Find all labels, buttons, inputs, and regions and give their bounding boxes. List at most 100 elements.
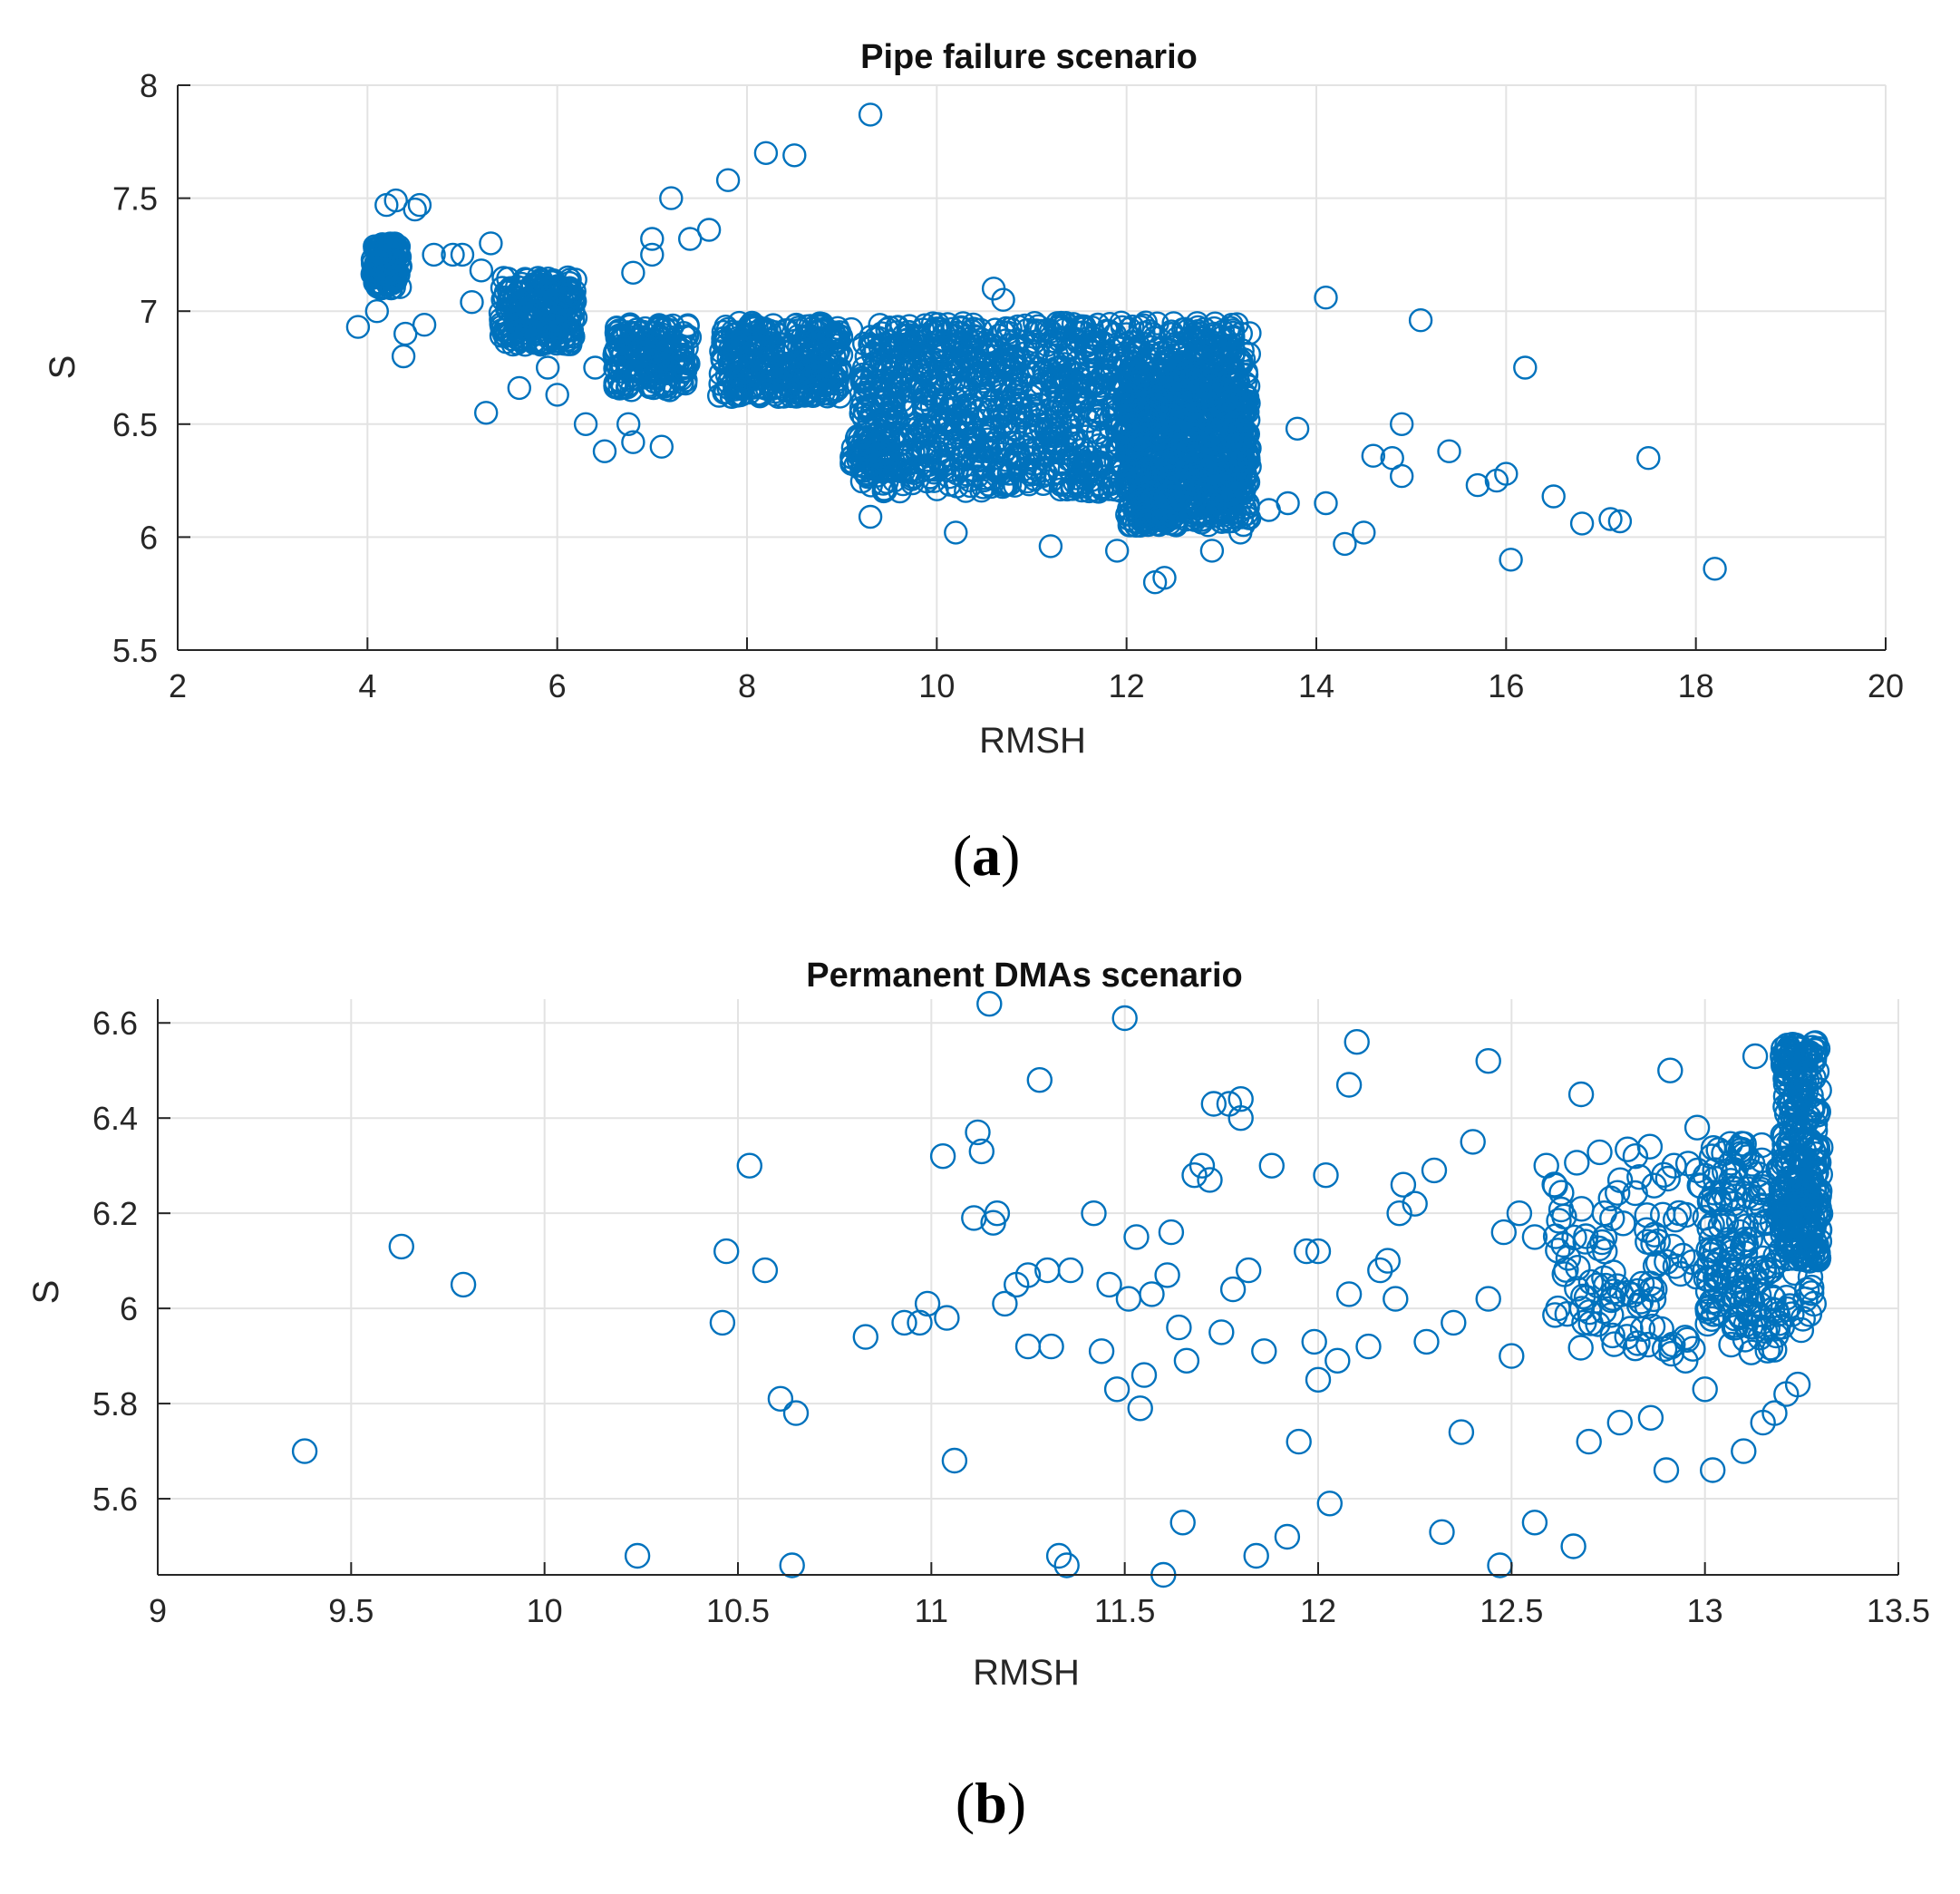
data-point xyxy=(1225,472,1249,497)
data-point xyxy=(1209,415,1235,440)
data-point xyxy=(1764,1301,1791,1327)
data-point xyxy=(975,362,1000,387)
data-point xyxy=(1199,493,1224,518)
data-point xyxy=(1161,511,1186,537)
data-point xyxy=(583,355,607,380)
data-point xyxy=(1662,1206,1689,1233)
data-point xyxy=(1772,1071,1800,1097)
data-point xyxy=(1214,475,1238,500)
data-point xyxy=(1060,425,1085,451)
data-point xyxy=(724,331,750,355)
data-point xyxy=(944,520,968,545)
data-point xyxy=(944,403,968,428)
data-point xyxy=(1057,378,1082,403)
data-point xyxy=(1228,520,1253,545)
data-point xyxy=(1437,439,1461,463)
data-point xyxy=(917,465,943,490)
y-tick-label: 5.8 xyxy=(92,1385,138,1423)
data-point xyxy=(1019,362,1044,386)
data-point xyxy=(1688,1173,1714,1200)
data-point xyxy=(1799,1274,1825,1301)
data-point xyxy=(826,339,850,364)
y-tick-label: 6.6 xyxy=(92,1005,138,1042)
data-point xyxy=(1441,1309,1467,1336)
x-tick-label: 2 xyxy=(169,667,187,704)
data-point xyxy=(1181,1161,1208,1189)
data-point xyxy=(374,254,398,278)
data-point xyxy=(1661,1152,1687,1179)
data-point xyxy=(1134,406,1160,431)
data-point xyxy=(1361,443,1386,468)
data-point xyxy=(1159,319,1184,344)
data-point xyxy=(768,332,793,357)
scatter-points xyxy=(345,102,1727,595)
data-point xyxy=(1494,461,1519,486)
data-point xyxy=(490,317,515,343)
data-point xyxy=(1022,467,1047,491)
data-point xyxy=(796,359,820,384)
data-point xyxy=(1654,1165,1682,1192)
data-point xyxy=(976,990,1003,1017)
data-point xyxy=(1094,318,1120,343)
data-point xyxy=(1599,1205,1625,1232)
data-point xyxy=(879,373,904,397)
data-point xyxy=(619,363,645,387)
data-point xyxy=(934,1305,960,1331)
data-point xyxy=(1073,333,1099,357)
data-point xyxy=(1615,1279,1641,1306)
data-point xyxy=(1038,1333,1064,1360)
data-point xyxy=(1521,1224,1548,1250)
data-point xyxy=(986,324,1011,348)
data-point xyxy=(519,285,543,309)
data-point xyxy=(927,316,952,341)
data-point xyxy=(1665,1200,1693,1227)
data-point xyxy=(497,278,521,304)
data-point xyxy=(786,316,810,340)
data-point xyxy=(1219,1276,1247,1303)
data-point xyxy=(469,258,494,283)
data-point xyxy=(1742,1043,1769,1070)
data-point xyxy=(1762,1322,1790,1349)
x-tick-label: 18 xyxy=(1678,667,1714,704)
data-point xyxy=(1717,1168,1744,1194)
data-point xyxy=(1679,1248,1706,1276)
data-point xyxy=(621,260,645,285)
data-point xyxy=(1185,361,1210,386)
data-point xyxy=(1212,377,1237,403)
data-point xyxy=(536,355,560,380)
data-point xyxy=(852,331,877,356)
data-point xyxy=(798,314,822,338)
data-point xyxy=(1737,1226,1764,1253)
data-point xyxy=(1383,1286,1409,1312)
data-point xyxy=(1233,465,1258,490)
data-point xyxy=(1573,1223,1599,1249)
data-point xyxy=(925,477,949,501)
data-point xyxy=(1023,402,1047,426)
data-point xyxy=(1121,330,1147,355)
data-point xyxy=(1541,484,1566,509)
data-point xyxy=(1096,1271,1122,1298)
data-point xyxy=(1692,1256,1719,1283)
data-point xyxy=(525,330,550,355)
data-point xyxy=(412,313,437,337)
data-point xyxy=(1577,1298,1603,1326)
data-point xyxy=(1567,1335,1594,1361)
data-point xyxy=(1045,431,1071,455)
data-point xyxy=(1564,1150,1590,1176)
data-point xyxy=(887,373,911,397)
data-point xyxy=(1654,1248,1680,1276)
data-point xyxy=(1195,431,1220,455)
data-point xyxy=(1158,489,1182,513)
y-tick-label: 6.4 xyxy=(92,1100,138,1137)
data-point xyxy=(982,403,1006,429)
data-point xyxy=(1085,420,1111,445)
data-point xyxy=(616,412,641,436)
data-point xyxy=(995,471,1020,497)
data-point xyxy=(1761,1286,1787,1312)
data-point xyxy=(1732,1213,1760,1239)
data-point xyxy=(1274,1523,1301,1550)
data-point xyxy=(1168,412,1193,436)
data-point xyxy=(1158,1219,1185,1246)
data-point xyxy=(1293,1238,1320,1265)
